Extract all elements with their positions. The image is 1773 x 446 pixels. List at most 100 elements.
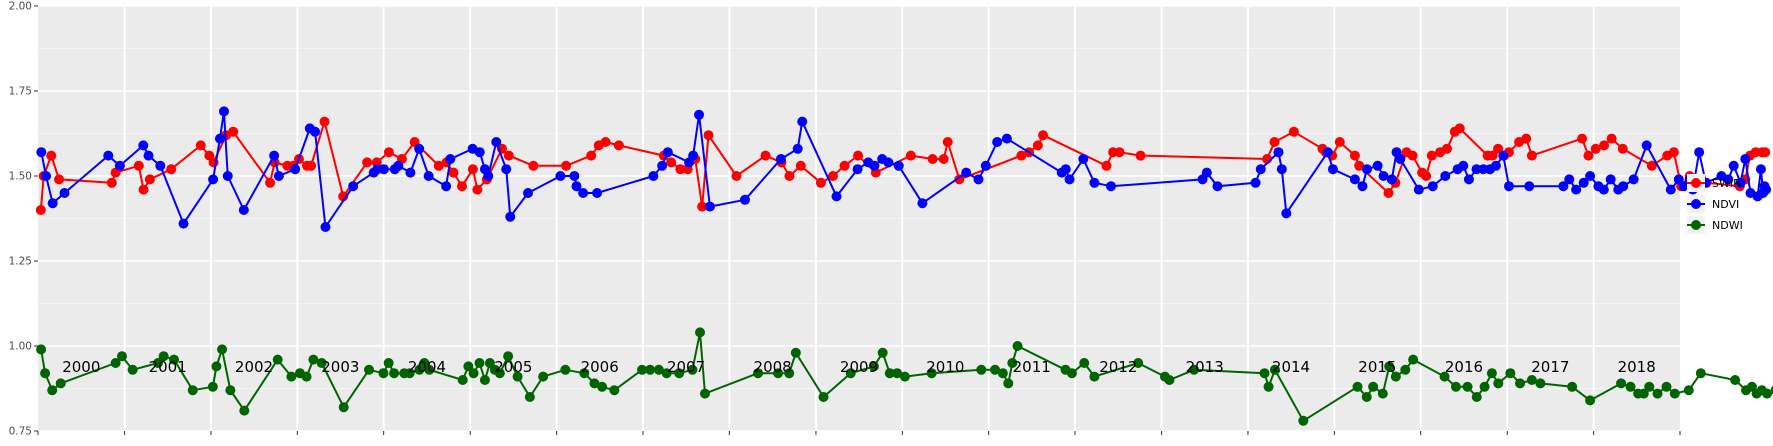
data-point-ndwi (457, 375, 468, 385)
data-point-ndwi (637, 364, 648, 375)
data-point-ndvi (138, 140, 149, 151)
data-point-swir (228, 126, 239, 137)
data-point-ndvi (1212, 181, 1223, 192)
data-point-ndvi (114, 160, 125, 171)
data-point-ndvi (103, 150, 114, 161)
year-labels: 2000 2001 2002 2003 2004 2005 2006 2007 2008 2009… (62, 358, 1656, 376)
data-point-ndvi (775, 154, 786, 164)
data-point-ndwi (1505, 368, 1516, 379)
data-point-ndwi (868, 361, 879, 372)
data-point-ndwi (752, 368, 763, 379)
data-point-ndvi (483, 171, 494, 181)
data-point-ndvi (290, 164, 301, 175)
data-point-swir (927, 154, 938, 164)
data-point-ndvi (441, 181, 452, 192)
data-point-ndwi (338, 402, 349, 413)
data-point-ndvi (704, 201, 715, 212)
data-point-swir (731, 171, 742, 181)
data-point-swir (1288, 126, 1299, 137)
data-point-ndvi (1605, 174, 1616, 185)
data-point-ndvi (662, 147, 673, 158)
year-label: 2008 (754, 358, 792, 376)
data-point-ndvi (688, 150, 699, 161)
data-point-ndwi (47, 385, 58, 396)
data-point-ndvi (1395, 154, 1406, 164)
data-point-ndwi (1439, 371, 1450, 382)
data-point-ndvi (792, 143, 803, 154)
data-point-ndvi (320, 222, 331, 232)
data-point-swir (905, 150, 916, 161)
data-point-ndvi (501, 164, 512, 175)
data-point-ndwi (926, 368, 937, 379)
data-point-ndwi (1368, 381, 1379, 392)
data-point-ndwi (383, 358, 394, 368)
data-point-ndvi (1471, 164, 1482, 175)
data-point-ndwi (1535, 378, 1546, 389)
data-point-ndwi (378, 368, 389, 379)
data-point-swir (613, 140, 624, 151)
data-point-swir (1269, 137, 1280, 147)
data-point-ndwi (158, 351, 169, 362)
data-point-ndwi (1012, 341, 1023, 351)
data-point-swir (586, 150, 597, 161)
data-point-ndwi (1479, 381, 1490, 392)
data-point-ndvi (917, 198, 928, 209)
y-tick-label: 0.75 (9, 426, 32, 438)
data-point-swir (133, 160, 144, 171)
data-point-ndwi (695, 327, 706, 338)
data-point-ndwi (845, 368, 856, 379)
data-point-ndvi (1578, 177, 1589, 188)
data-point-swir (561, 160, 572, 171)
data-point-swir (106, 177, 117, 188)
data-point-ndvi (445, 154, 456, 164)
data-point-ndvi (852, 164, 863, 175)
data-point-ndvi (1490, 160, 1501, 171)
grid-major (38, 5, 1680, 432)
data-point-ndvi (1458, 160, 1469, 171)
data-point-ndvi (1440, 171, 1451, 181)
data-point-swir (1383, 188, 1394, 198)
data-point-ndwi (645, 364, 656, 375)
data-point-ndvi (592, 188, 603, 198)
data-point-ndvi (1357, 181, 1368, 192)
data-point-ndvi (1427, 181, 1438, 192)
data-point-ndvi (414, 143, 425, 154)
data-point-swir (306, 160, 317, 171)
data-point-ndwi (389, 368, 400, 379)
data-point-ndwi (272, 354, 283, 365)
data-point-ndwi (1515, 378, 1526, 389)
data-point-ndvi (378, 164, 389, 175)
data-point-swir (1135, 150, 1146, 161)
data-point-ndwi (479, 375, 490, 385)
year-label: 2000 (62, 358, 100, 376)
year-label: 2010 (926, 358, 964, 376)
data-point-ndwi (1003, 378, 1014, 389)
data-point-ndvi (238, 205, 249, 215)
data-point-swir (1526, 150, 1537, 161)
data-point-ndwi (239, 405, 250, 416)
data-point-ndwi (286, 371, 297, 382)
year-label: 2001 (149, 358, 187, 376)
y-axis: 0.75 1.00 1.25 1.50 1.75 2.00 (9, 1, 38, 438)
data-point-ndwi (560, 364, 571, 375)
data-point-ndvi (1723, 174, 1734, 185)
data-point-swir (795, 160, 806, 171)
data-point-ndwi (997, 368, 1008, 379)
data-point-swir (1487, 150, 1498, 161)
data-point-ndvi (1281, 208, 1292, 219)
data-point-ndvi (1564, 174, 1575, 185)
data-point-ndvi (1327, 164, 1338, 175)
data-point-swir (1114, 147, 1125, 158)
data-point-swir (1101, 160, 1112, 171)
data-point-ndvi (1665, 184, 1676, 195)
data-point-ndvi (1585, 171, 1596, 181)
data-point-ndwi (524, 392, 535, 402)
legend-label: NDVI (1712, 198, 1739, 211)
data-point-ndvi (1761, 184, 1772, 195)
data-point-ndwi (784, 368, 795, 379)
data-point-ndvi (980, 160, 991, 171)
data-point-ndwi (699, 388, 710, 399)
data-point-swir (853, 150, 864, 161)
year-label: 2015 (1358, 358, 1396, 376)
data-point-ndwi (36, 344, 47, 355)
